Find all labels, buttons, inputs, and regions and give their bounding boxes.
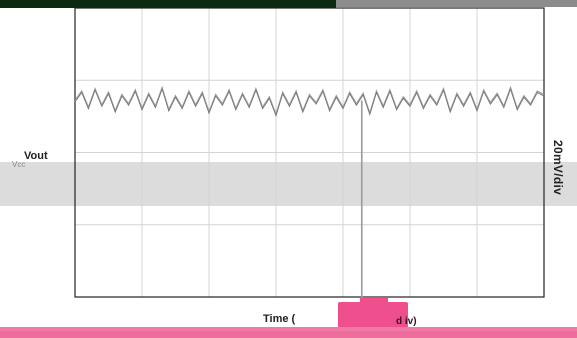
- gray-overlay-band: [0, 162, 577, 206]
- plot-frame: [74, 7, 545, 298]
- series-line-vout-shadow: [74, 88, 545, 117]
- series-label-vout: Vout: [24, 150, 48, 162]
- grid: [75, 8, 544, 297]
- x-axis-label-end: iv): [404, 316, 417, 327]
- y-axis-label: 20mV/div: [551, 140, 565, 196]
- top-dark-strip: [0, 0, 336, 8]
- x-axis-label: Time (: [263, 313, 296, 325]
- series-label-ghost: Vcc: [12, 160, 26, 169]
- top-gray-strip: [336, 0, 577, 7]
- series-line-vout: [74, 85, 545, 117]
- pink-occlusion-top: [360, 298, 388, 306]
- x-axis-label-tail: d iv): [396, 316, 417, 327]
- pink-occlusion: [338, 302, 408, 328]
- x-axis-label-d: d: [396, 316, 403, 327]
- bottom-band-inner: [0, 331, 577, 338]
